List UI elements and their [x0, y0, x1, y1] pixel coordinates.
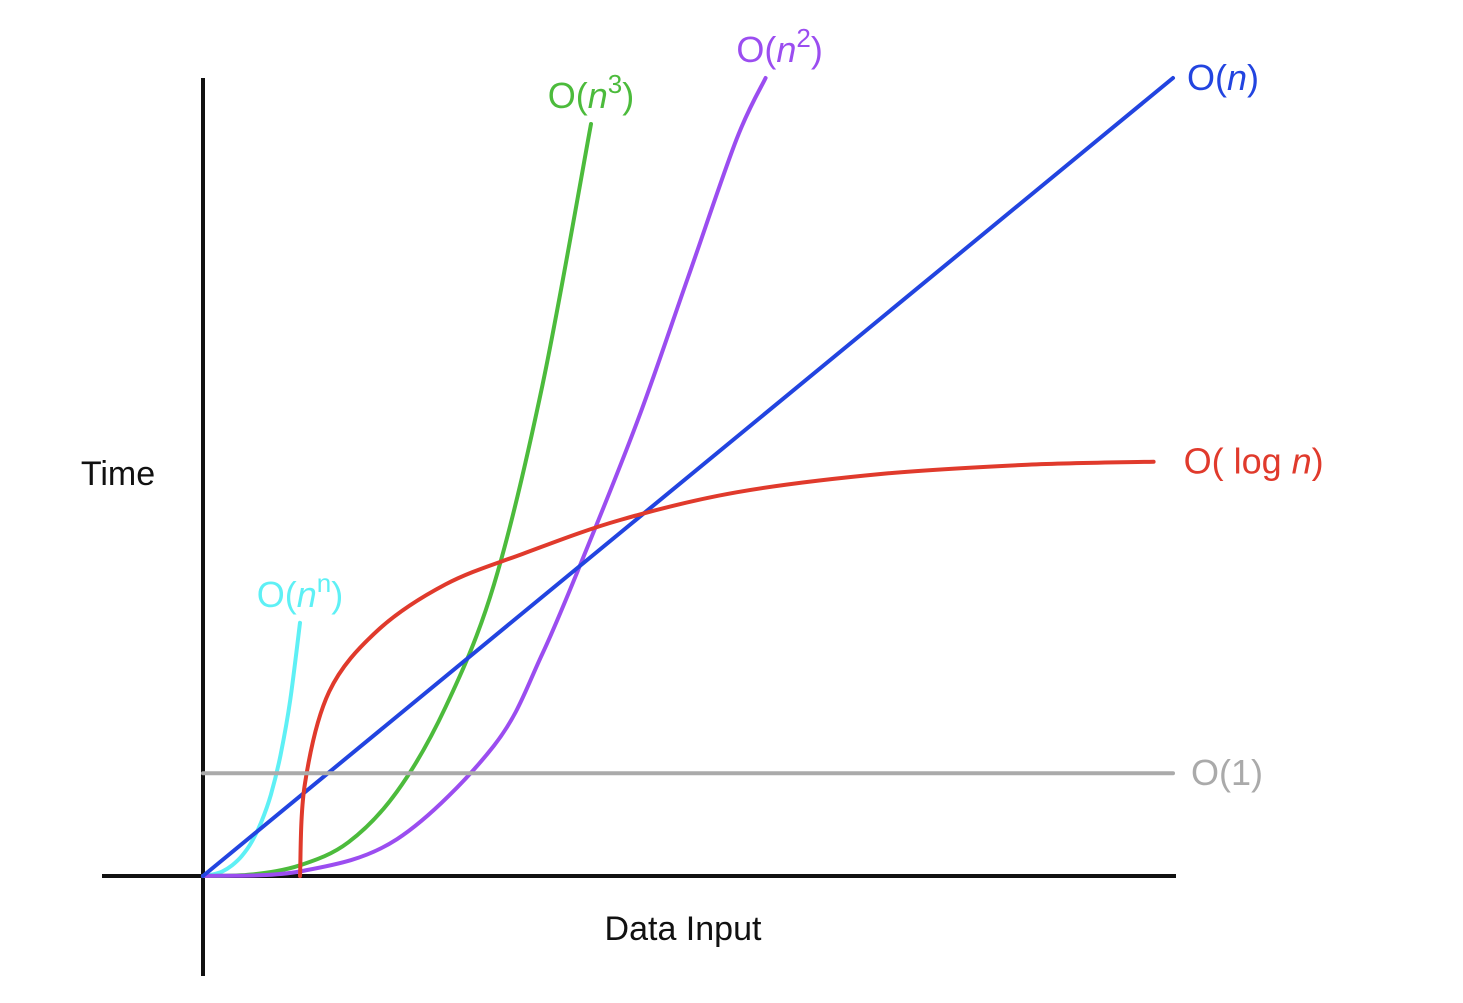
series-line-o-n-3 — [201, 122, 593, 878]
series-label-o-n-2: O(n2) — [736, 23, 823, 70]
series-label-o-n-3: O(n3) — [548, 69, 635, 116]
series-line-o-n-n — [201, 620, 302, 878]
series-label-o-n: O(n) — [1187, 57, 1259, 98]
series-layer — [201, 76, 1175, 878]
y-axis-title: Time — [81, 455, 155, 493]
series-line-o-n-2 — [201, 76, 768, 878]
series-label-o-log-n: O( log n) — [1184, 441, 1324, 482]
x-axis-title: Data Input — [605, 910, 762, 948]
series-line-o-log-n — [298, 459, 1156, 878]
series-label-layer: O(nn) O(n3) O(n2) O(n) O( log n) O(1) — [257, 23, 1324, 793]
series-line-o-n — [201, 76, 1175, 878]
series-label-o-1: O(1) — [1191, 752, 1263, 793]
series-label-o-n-n: O(nn) — [257, 568, 344, 615]
